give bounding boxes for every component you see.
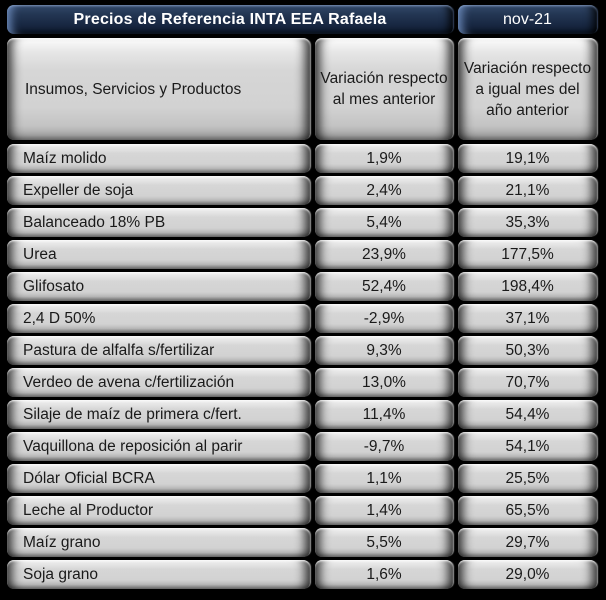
column-header-items: Insumos, Servicios y Productos [7,38,310,140]
monthly-variation-value: -9,7% [315,432,453,461]
table-row: Pastura de alfalfa s/fertilizar 9,3% 50,… [7,336,597,365]
table-body: Maíz molido 1,9% 19,1% Expeller de soja … [7,144,606,589]
table-row: Soja grano 1,6% 29,0% [7,560,597,589]
item-label: Dólar Oficial BCRA [7,464,310,493]
table-row: Vaquillona de reposición al parir -9,7% … [7,432,597,461]
monthly-variation-value: 2,4% [315,176,453,205]
yearly-variation-value: 70,7% [458,368,597,397]
yearly-variation-value: 21,1% [458,176,597,205]
table-row: Maíz molido 1,9% 19,1% [7,144,597,173]
item-label: Vaquillona de reposición al parir [7,432,310,461]
table-row: Glifosato 52,4% 198,4% [7,272,597,301]
item-label: Verdeo de avena c/fertilización [7,368,310,397]
monthly-variation-value: 1,6% [315,560,453,589]
monthly-variation-value: -2,9% [315,304,453,333]
item-label: Silaje de maíz de primera c/fert. [7,400,310,429]
yearly-variation-value: 54,4% [458,400,597,429]
item-label: 2,4 D 50% [7,304,310,333]
yearly-variation-value: 19,1% [458,144,597,173]
table-row: Urea 23,9% 177,5% [7,240,597,269]
yearly-variation-value: 29,0% [458,560,597,589]
table-row: 2,4 D 50% -2,9% 37,1% [7,304,597,333]
item-label: Expeller de soja [7,176,310,205]
yearly-variation-value: 54,1% [458,432,597,461]
yearly-variation-value: 25,5% [458,464,597,493]
yearly-variation-value: 50,3% [458,336,597,365]
table-row: Balanceado 18% PB 5,4% 35,3% [7,208,597,237]
item-label: Maíz grano [7,528,310,557]
report-month-badge: nov-21 [458,5,597,34]
table-row: Maíz grano 5,5% 29,7% [7,528,597,557]
yearly-variation-value: 37,1% [458,304,597,333]
column-header-monthly-variation: Variación respecto al mes anterior [315,38,453,140]
item-label: Soja grano [7,560,310,589]
monthly-variation-value: 52,4% [315,272,453,301]
yearly-variation-value: 35,3% [458,208,597,237]
item-label: Urea [7,240,310,269]
monthly-variation-value: 11,4% [315,400,453,429]
yearly-variation-value: 65,5% [458,496,597,525]
yearly-variation-value: 177,5% [458,240,597,269]
table-title: Precios de Referencia INTA EEA Rafaela [7,5,453,34]
item-label: Glifosato [7,272,310,301]
monthly-variation-value: 23,9% [315,240,453,269]
table-row: Silaje de maíz de primera c/fert. 11,4% … [7,400,597,429]
table-row: Verdeo de avena c/fertilización 13,0% 70… [7,368,597,397]
column-header-yearly-variation: Variación respecto a igual mes del año a… [458,38,597,140]
monthly-variation-value: 1,1% [315,464,453,493]
item-label: Maíz molido [7,144,310,173]
monthly-variation-value: 1,4% [315,496,453,525]
yearly-variation-value: 198,4% [458,272,597,301]
table-row: Dólar Oficial BCRA 1,1% 25,5% [7,464,597,493]
column-header-row: Insumos, Servicios y Productos Variación… [7,38,597,140]
item-label: Pastura de alfalfa s/fertilizar [7,336,310,365]
table-row: Leche al Productor 1,4% 65,5% [7,496,597,525]
monthly-variation-value: 13,0% [315,368,453,397]
monthly-variation-value: 9,3% [315,336,453,365]
monthly-variation-value: 1,9% [315,144,453,173]
table-row: Expeller de soja 2,4% 21,1% [7,176,597,205]
item-label: Balanceado 18% PB [7,208,310,237]
monthly-variation-value: 5,5% [315,528,453,557]
title-row: Precios de Referencia INTA EEA Rafaela n… [7,5,597,34]
yearly-variation-value: 29,7% [458,528,597,557]
monthly-variation-value: 5,4% [315,208,453,237]
item-label: Leche al Productor [7,496,310,525]
